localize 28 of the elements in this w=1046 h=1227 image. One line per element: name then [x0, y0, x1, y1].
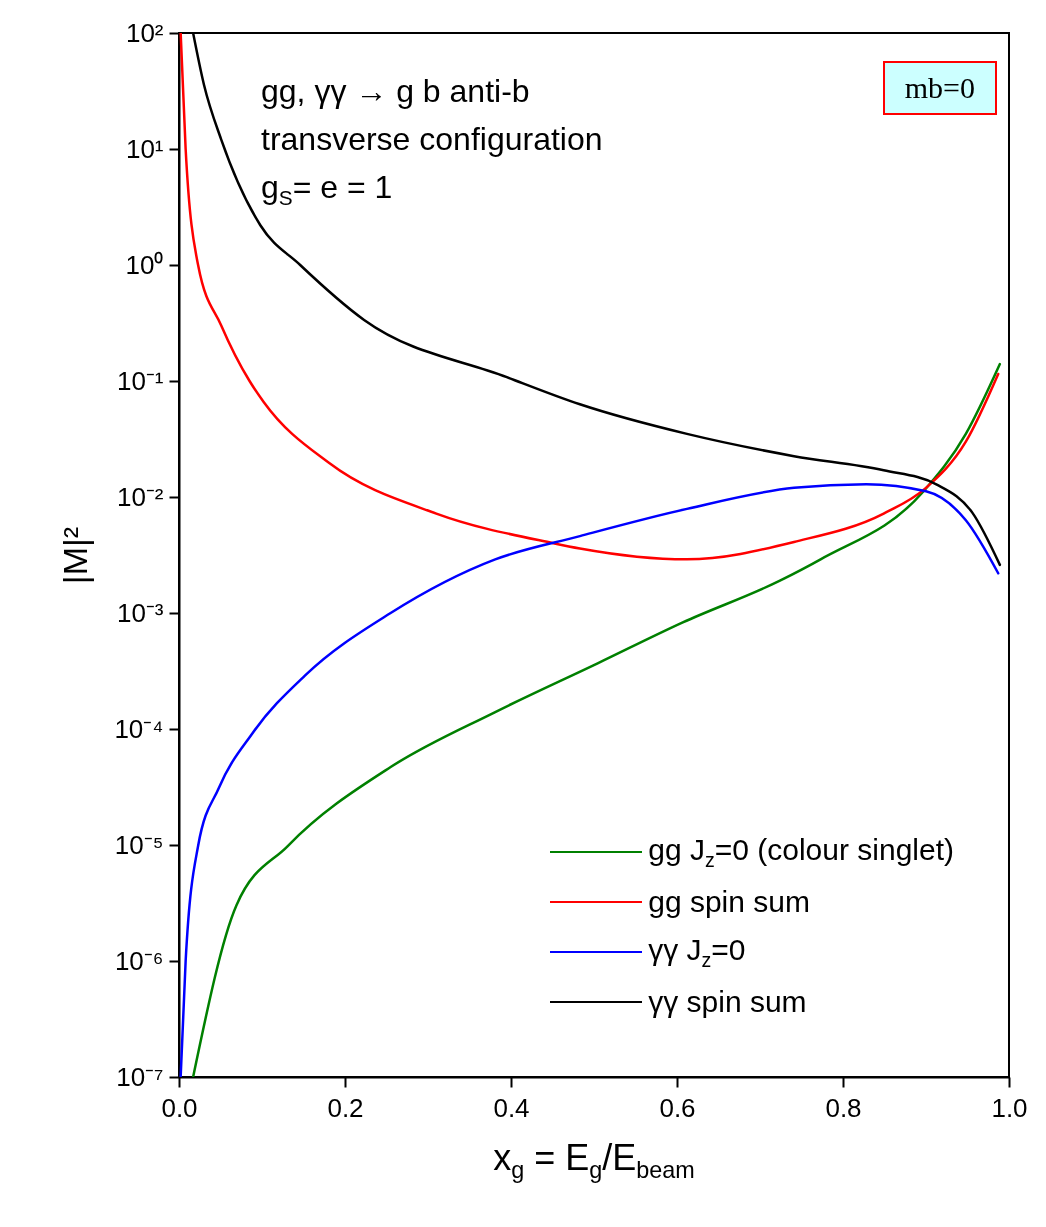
y-tick-label: 10⁻⁵: [114, 829, 164, 860]
y-tick-label: 10¹: [125, 133, 164, 164]
y-axis-title: |M|²: [56, 526, 95, 585]
x-axis-title: x$_{g}$ = E$_{g}$/E$_{beam}$: [492, 1137, 696, 1185]
x-tick-label: 0.2: [327, 1092, 364, 1123]
legend-label: γγ spin sum: [648, 985, 807, 1019]
x-tick-label: 0.0: [161, 1092, 198, 1123]
line-series: [179, 482, 1000, 1077]
line-series: [191, 362, 1002, 1077]
annotation: transverse configuration: [261, 121, 603, 158]
y-tick-label: 10⁻³: [116, 597, 164, 628]
legend-label: gg spin sum: [648, 885, 810, 919]
legend-label: gg J$_{z}$=0 (colour singlet): [648, 832, 954, 872]
x-tick-label: 1.0: [991, 1092, 1028, 1123]
annotation: mb=0: [882, 61, 997, 115]
y-tick-label: 10⁻²: [116, 481, 164, 512]
y-tick-label: 10⁻¹: [116, 365, 164, 396]
y-tick-label: 10⁻⁷: [116, 1061, 164, 1092]
annotation: g$_{S}$= e = 1: [261, 169, 393, 211]
legend-label: γγ J$_{z}$=0: [648, 932, 746, 972]
x-tick-label: 0.6: [659, 1092, 696, 1123]
x-tick-label: 0.8: [825, 1092, 862, 1123]
x-tick-label: 0.4: [493, 1092, 530, 1123]
annotation: gg, γγ → g b anti-b: [261, 73, 530, 110]
y-tick-label: 10²: [125, 17, 164, 48]
y-tick-label: 10⁻⁶: [114, 945, 164, 976]
y-tick-label: 10⁰: [125, 249, 164, 280]
y-tick-label: 10⁻⁴: [114, 713, 164, 744]
